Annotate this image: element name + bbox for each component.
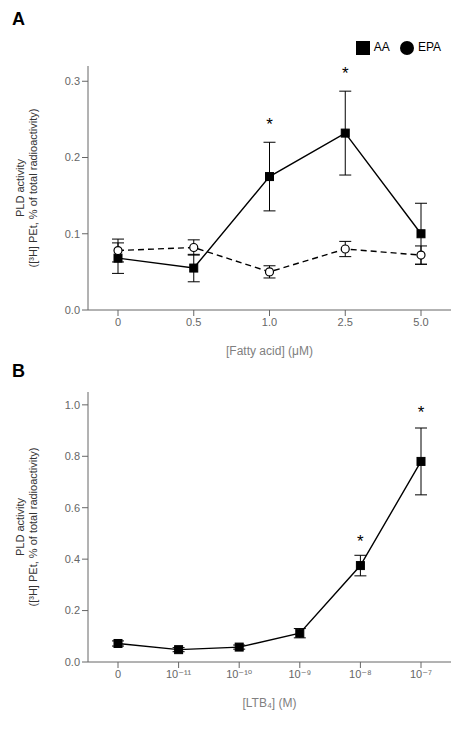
svg-text:*: * xyxy=(418,403,425,422)
html-text:A: A xyxy=(12,9,25,29)
html-text:EPA: EPA xyxy=(417,40,441,54)
svg-text:*: * xyxy=(342,64,349,83)
svg-text:1.0: 1.0 xyxy=(262,316,277,328)
svg-text:0.3: 0.3 xyxy=(65,75,80,87)
svg-text:0.2: 0.2 xyxy=(65,604,80,616)
svg-text:0.4: 0.4 xyxy=(65,553,80,565)
svg-text:0.8: 0.8 xyxy=(65,450,80,462)
svg-text:5.0: 5.0 xyxy=(413,316,428,328)
svg-text:[LTB₄] (M): [LTB₄] (M) xyxy=(242,696,296,710)
svg-text:[Fatty acid] (μM): [Fatty acid] (μM) xyxy=(226,344,313,358)
html-text:AA: AA xyxy=(373,40,390,54)
svg-text:*: * xyxy=(266,115,273,134)
svg-text:10⁻⁹: 10⁻⁹ xyxy=(288,668,311,680)
svg-text:0.6: 0.6 xyxy=(65,502,80,514)
svg-text:PLD activity([³H] PEt, % of to: PLD activity([³H] PEt, % of total radioa… xyxy=(14,109,39,268)
svg-text:10⁻⁸: 10⁻⁸ xyxy=(349,668,372,680)
svg-text:0: 0 xyxy=(115,668,121,680)
svg-text:10⁻⁷: 10⁻⁷ xyxy=(410,668,432,680)
svg-text:0: 0 xyxy=(115,316,121,328)
html-text:B: B xyxy=(12,361,25,381)
svg-text:0.0: 0.0 xyxy=(65,304,80,316)
svg-text:0.5: 0.5 xyxy=(186,316,201,328)
svg-text:10⁻¹¹: 10⁻¹¹ xyxy=(166,668,192,680)
svg-text:10⁻¹⁰: 10⁻¹⁰ xyxy=(226,668,253,680)
svg-text:2.5: 2.5 xyxy=(338,316,353,328)
svg-text:PLD activity([³H] PEt, % of to: PLD activity([³H] PEt, % of total radioa… xyxy=(14,448,39,607)
svg-text:1.0: 1.0 xyxy=(65,399,80,411)
svg-text:*: * xyxy=(357,532,364,551)
svg-text:0.1: 0.1 xyxy=(65,228,80,240)
svg-text:0.2: 0.2 xyxy=(65,151,80,163)
svg-text:0.0: 0.0 xyxy=(65,656,80,668)
